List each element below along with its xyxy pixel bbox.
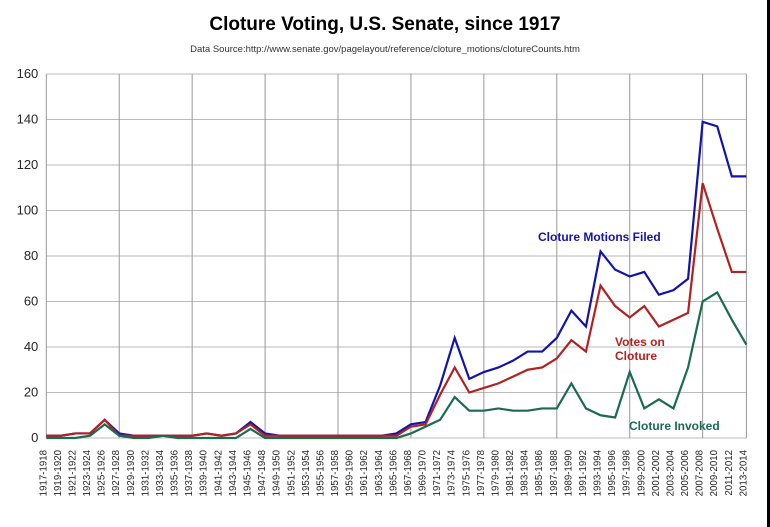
svg-text:1957-1958: 1957-1958 xyxy=(330,450,341,496)
svg-text:Cloture Motions Filed: Cloture Motions Filed xyxy=(538,230,661,244)
svg-text:1997-1998: 1997-1998 xyxy=(622,450,633,496)
svg-text:1935-1936: 1935-1936 xyxy=(170,450,181,496)
svg-text:1919-1920: 1919-1920 xyxy=(53,449,64,496)
svg-text:Votes on: Votes on xyxy=(615,335,665,349)
svg-text:1993-1994: 1993-1994 xyxy=(593,449,604,496)
svg-text:2005-2006: 2005-2006 xyxy=(680,450,691,496)
svg-text:1987-1988: 1987-1988 xyxy=(549,450,560,496)
svg-text:1927-1928: 1927-1928 xyxy=(111,450,122,496)
svg-text:1967-1968: 1967-1968 xyxy=(403,450,414,496)
svg-text:2001-2002: 2001-2002 xyxy=(651,450,662,496)
svg-text:2011-2012: 2011-2012 xyxy=(724,450,735,496)
svg-text:1949-1950: 1949-1950 xyxy=(272,449,283,496)
svg-text:1941-1942: 1941-1942 xyxy=(213,450,224,496)
svg-text:100: 100 xyxy=(17,203,39,218)
svg-text:1995-1996: 1995-1996 xyxy=(607,450,618,496)
svg-text:1981-1982: 1981-1982 xyxy=(505,450,516,496)
svg-text:1985-1986: 1985-1986 xyxy=(534,450,545,496)
svg-text:1929-1930: 1929-1930 xyxy=(126,449,137,496)
svg-text:1999-2000: 1999-2000 xyxy=(636,449,647,496)
svg-text:1971-1972: 1971-1972 xyxy=(432,450,443,496)
svg-text:Cloture Invoked: Cloture Invoked xyxy=(629,419,720,433)
svg-text:1947-1948: 1947-1948 xyxy=(257,450,268,496)
svg-text:1923-1924: 1923-1924 xyxy=(82,449,93,496)
svg-text:40: 40 xyxy=(24,339,38,354)
svg-text:1921-1922: 1921-1922 xyxy=(67,450,78,496)
svg-text:1945-1946: 1945-1946 xyxy=(243,450,254,496)
svg-text:1961-1962: 1961-1962 xyxy=(359,450,370,496)
svg-text:1983-1984: 1983-1984 xyxy=(520,449,531,496)
svg-text:1973-1974: 1973-1974 xyxy=(447,449,458,496)
svg-text:1933-1934: 1933-1934 xyxy=(155,449,166,496)
svg-text:1965-1966: 1965-1966 xyxy=(388,450,399,496)
svg-text:20: 20 xyxy=(24,385,38,400)
svg-text:1931-1932: 1931-1932 xyxy=(140,450,151,496)
svg-text:1969-1970: 1969-1970 xyxy=(418,449,429,496)
svg-text:0: 0 xyxy=(31,430,38,445)
svg-text:1975-1976: 1975-1976 xyxy=(461,450,472,496)
svg-text:1925-1926: 1925-1926 xyxy=(97,450,108,496)
svg-text:Cloture: Cloture xyxy=(615,349,657,363)
svg-text:80: 80 xyxy=(24,248,38,263)
svg-text:140: 140 xyxy=(17,112,39,127)
svg-text:1977-1978: 1977-1978 xyxy=(476,450,487,496)
svg-text:1991-1992: 1991-1992 xyxy=(578,450,589,496)
svg-text:1955-1956: 1955-1956 xyxy=(315,450,326,496)
svg-text:1951-1952: 1951-1952 xyxy=(286,450,297,496)
svg-text:1989-1990: 1989-1990 xyxy=(563,449,574,496)
svg-text:2003-2004: 2003-2004 xyxy=(665,449,676,496)
svg-text:1917-1918: 1917-1918 xyxy=(38,450,49,496)
svg-text:1937-1938: 1937-1938 xyxy=(184,450,195,496)
svg-text:1943-1944: 1943-1944 xyxy=(228,449,239,496)
svg-text:2009-2010: 2009-2010 xyxy=(709,449,720,496)
svg-text:2007-2008: 2007-2008 xyxy=(695,450,706,496)
svg-text:1979-1980: 1979-1980 xyxy=(490,449,501,496)
svg-text:60: 60 xyxy=(24,294,38,309)
svg-text:1953-1954: 1953-1954 xyxy=(301,449,312,496)
svg-text:160: 160 xyxy=(17,66,39,81)
svg-text:120: 120 xyxy=(17,157,39,172)
svg-text:2013-2014: 2013-2014 xyxy=(738,449,749,496)
svg-text:1963-1964: 1963-1964 xyxy=(374,449,385,496)
svg-text:1939-1940: 1939-1940 xyxy=(199,449,210,496)
svg-text:1959-1960: 1959-1960 xyxy=(345,449,356,496)
